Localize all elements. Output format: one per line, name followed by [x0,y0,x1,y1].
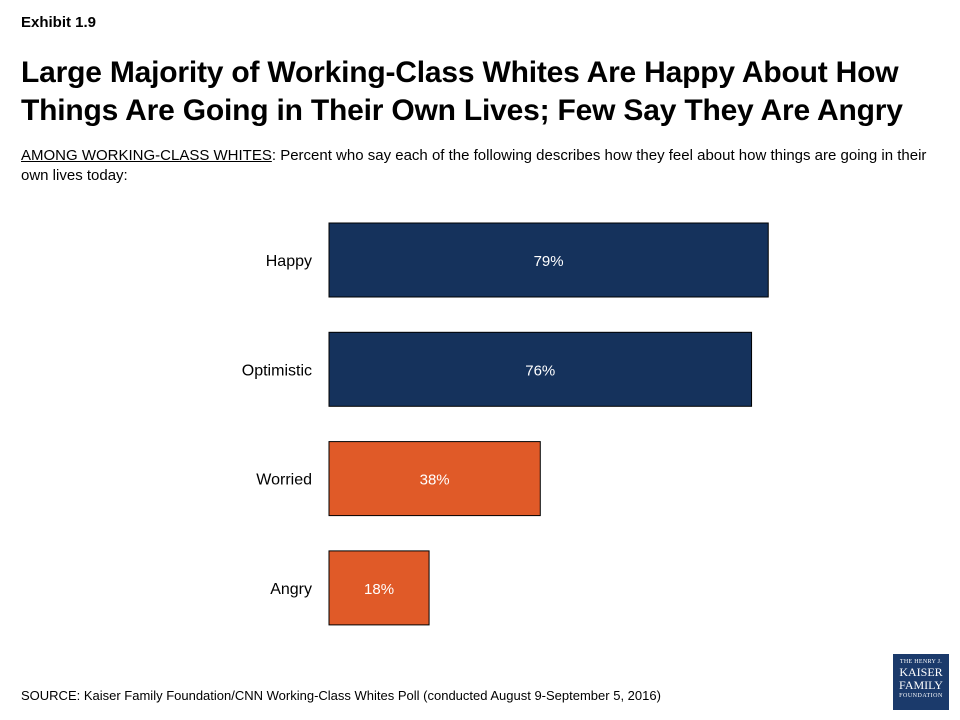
bar-angry [328,550,430,626]
kff-logo: THE HENRY J. KAISER FAMILY FOUNDATION [893,654,949,710]
subtitle-rest: : Percent who say each of the following … [21,147,927,184]
source-note: SOURCE: Kaiser Family Foundation/CNN Wor… [21,688,661,703]
logo-line-4: FOUNDATION [899,693,943,699]
subtitle-lead: AMONG WORKING-CLASS WHITES [21,147,272,164]
exhibit-label: Exhibit 1.9 [21,14,97,31]
category-label-optimistic: Optimistic [242,362,312,379]
logo-line-3: FAMILY [899,678,943,692]
data-label-optimistic: 76% [525,362,555,379]
category-label-happy: Happy [266,253,312,270]
bar-worried [328,441,541,517]
category-label-worried: Worried [256,472,312,489]
bar-happy [328,222,769,298]
bar-optimistic [328,331,753,407]
data-label-worried: 38% [420,472,450,489]
data-label-happy: 79% [534,253,564,270]
chart-subtitle: AMONG WORKING-CLASS WHITES: Percent who … [21,146,946,186]
data-label-angry: 18% [364,581,394,598]
chart-title: Large Majority of Working-Class Whites A… [21,56,903,127]
category-label-angry: Angry [270,581,312,598]
logo-line-2: KAISER [899,665,943,679]
logo-line-1: THE HENRY J. [899,659,943,665]
